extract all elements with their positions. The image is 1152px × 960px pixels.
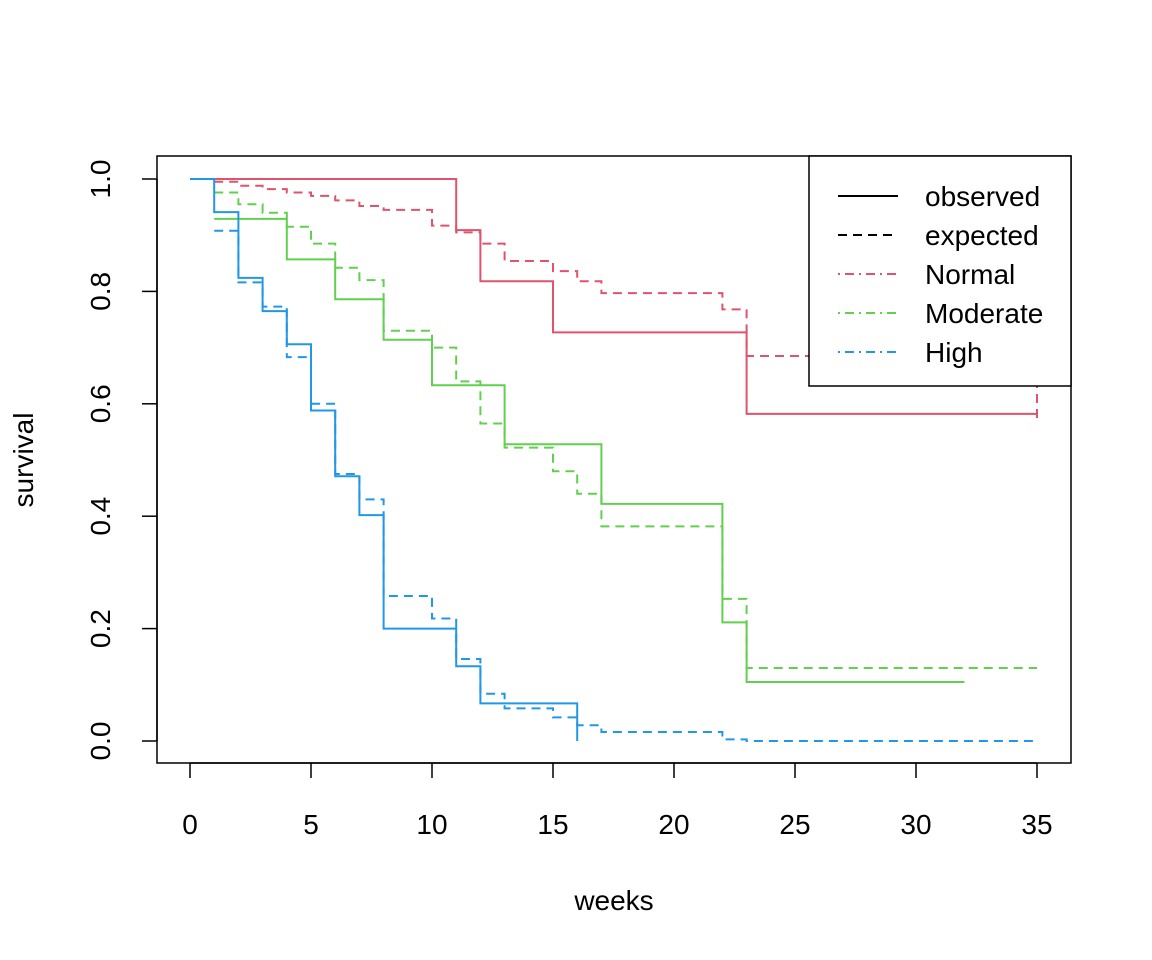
legend-label: observed xyxy=(925,181,1040,212)
series-normal-observed xyxy=(190,178,1037,415)
y-tick-label: 0.2 xyxy=(85,609,116,648)
series-layer xyxy=(190,178,1038,742)
legend-label: High xyxy=(925,337,983,368)
x-tick-label: 0 xyxy=(182,809,198,840)
x-tick-label: 15 xyxy=(537,809,568,840)
legend-label: Moderate xyxy=(925,298,1043,329)
y-axis-title: survival xyxy=(8,413,39,508)
y-tick-label: 0.6 xyxy=(85,384,116,423)
x-tick-label: 10 xyxy=(416,809,447,840)
series-normal-expected xyxy=(214,180,1038,421)
legend-box xyxy=(808,155,1072,387)
y-tick-label: 1.0 xyxy=(85,160,116,199)
legend-label: expected xyxy=(925,220,1039,251)
x-tick-label: 20 xyxy=(658,809,689,840)
x-axis-title: weeks xyxy=(573,885,653,916)
y-tick-label: 0.4 xyxy=(85,497,116,536)
series-high-expected xyxy=(214,229,1037,742)
x-axis: 0 5 10 15 20 25 30 35 xyxy=(182,762,1053,840)
x-tick-label: 30 xyxy=(900,809,931,840)
x-tick-label: 35 xyxy=(1021,809,1052,840)
x-tick-label: 25 xyxy=(779,809,810,840)
series-moderate-observed xyxy=(214,217,965,683)
legend: observed expected Normal Moderate High xyxy=(808,155,1072,387)
y-axis: 0.0 0.2 0.4 0.6 0.8 1.0 xyxy=(85,160,158,761)
y-tick-label: 0.8 xyxy=(85,272,116,311)
y-tick-label: 0.0 xyxy=(85,722,116,761)
legend-label: Normal xyxy=(925,259,1015,290)
x-tick-label: 5 xyxy=(303,809,319,840)
